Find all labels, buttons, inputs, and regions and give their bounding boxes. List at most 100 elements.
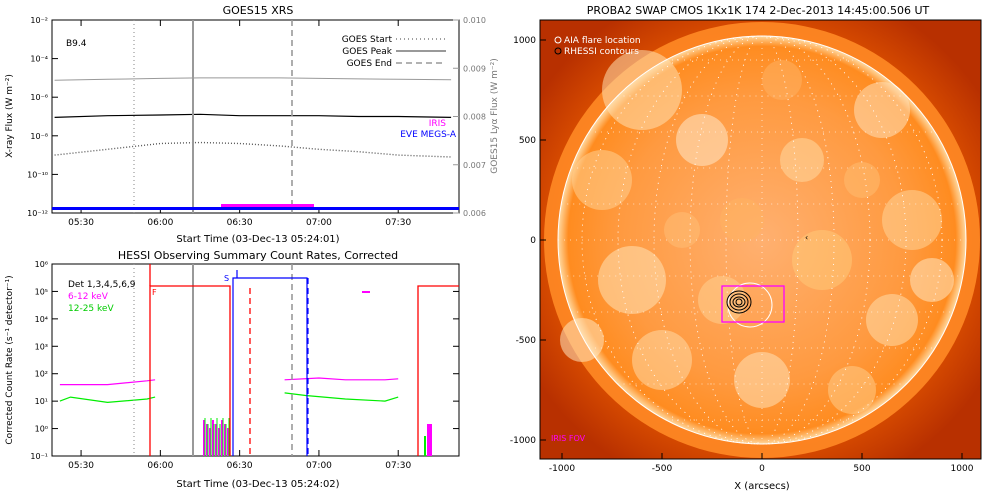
hessi-spike-6-12 bbox=[218, 428, 220, 456]
goes-panel: GOES15 XRS B9.4 10⁻²10⁻⁴10⁻⁶10⁻⁸10⁻¹⁰10⁻… bbox=[5, 4, 500, 245]
goes-axis-ticks: 10⁻² 10⁻⁴ 10⁻⁶ 10⁻⁸ 10⁻¹⁰ 10⁻¹² 0.010 0.009 0.00… bbox=[27, 16, 486, 228]
hessi-series-12-25-kev-segment bbox=[284, 392, 399, 402]
hessi-spike-12-25-late bbox=[424, 436, 426, 456]
hessi-panel: HESSI Observing Summary Count Rates, Cor… bbox=[5, 249, 460, 490]
swap-y-tick-label: 0 bbox=[530, 236, 536, 246]
swap-aia-flare-location bbox=[727, 282, 773, 328]
hessi-spike-6-12 bbox=[203, 420, 205, 456]
hessi-spike-6-12 bbox=[215, 424, 217, 456]
swap-y-tick-label: 1000 bbox=[513, 36, 536, 46]
goes-y-tick-label: 10⁻⁴ bbox=[30, 55, 48, 64]
goes-y-tick-label: 10⁻¹² bbox=[27, 209, 48, 218]
swap-x-tick-label: -500 bbox=[652, 464, 673, 474]
swap-disk-blob bbox=[676, 114, 728, 166]
swap-disk-blob bbox=[734, 352, 790, 408]
swap-rhessi-contours bbox=[726, 290, 752, 314]
swap-grid-meridian bbox=[725, 35, 799, 445]
swap-disk-blob bbox=[572, 150, 632, 210]
hessi-series-12-25-kev-segment bbox=[59, 396, 156, 404]
hessi-night-flag-1 bbox=[149, 285, 231, 456]
hessi-series-6-12-kev-segment bbox=[59, 379, 156, 386]
swap-x-tick-label: 1000 bbox=[951, 464, 974, 474]
goes-legend-end: GOES End bbox=[347, 59, 392, 69]
goes-eve-interval bbox=[52, 207, 459, 210]
goes-iris-label: IRIS bbox=[429, 119, 447, 129]
hessi-y-tick-label: 10⁰ bbox=[35, 425, 48, 434]
swap-x-tick-label: 0 bbox=[759, 464, 765, 474]
goes-iris-interval bbox=[221, 204, 314, 207]
swap-iris-fov bbox=[721, 285, 785, 323]
hessi-iris-mark bbox=[362, 291, 370, 293]
swap-disk-blob bbox=[854, 82, 910, 138]
hessi-y-tick-label: 10⁴ bbox=[35, 315, 48, 324]
swap-grid-meridian bbox=[581, 35, 943, 445]
swap-xlabel: X (arcsecs) bbox=[734, 481, 790, 492]
swap-axis-ticks: -1000 -500 0 500 1000 1000 500 0 -500 -1000 bbox=[510, 36, 974, 474]
goes-ylabel-right: GOES15 Lyα Flux (W m⁻²) bbox=[490, 58, 500, 174]
hessi-y-tick-label: 10³ bbox=[35, 342, 48, 351]
hessi-title: HESSI Observing Summary Count Rates, Cor… bbox=[118, 249, 398, 262]
goes-y-tick-label: 10⁻⁶ bbox=[30, 93, 48, 102]
hessi-x-tick-label: 05:30 bbox=[68, 461, 94, 471]
swap-disk-blob bbox=[910, 258, 954, 302]
swap-disk-blob bbox=[720, 198, 764, 242]
hessi-spike-6-12-late bbox=[427, 424, 432, 456]
swap-legend-rhessi-symbol bbox=[554, 47, 562, 55]
swap-grid-meridian bbox=[653, 35, 871, 445]
hessi-series-6-12-kev-segment bbox=[284, 377, 399, 381]
hessi-y-tick-label: 10² bbox=[35, 370, 48, 379]
goes-right-tick-label: 0.009 bbox=[463, 64, 486, 73]
swap-disk-blob bbox=[866, 294, 918, 346]
goes-eve-label: EVE MEGS-A bbox=[400, 130, 457, 140]
hessi-y-tick-label: 10⁵ bbox=[35, 287, 48, 296]
goes-x-tick-label: 06:00 bbox=[147, 218, 173, 228]
swap-legend-aia-symbol bbox=[554, 36, 562, 44]
goes-y-tick-label: 10⁻² bbox=[30, 16, 48, 25]
goes-legend-start: GOES Start bbox=[342, 35, 393, 45]
hessi-xlabel: Start Time (03-Dec-13 05:24:02) bbox=[176, 479, 339, 490]
swap-mark: ‹ bbox=[805, 233, 808, 242]
swap-disk-blob bbox=[780, 138, 824, 182]
hessi-axis-ticks: 10⁶ 10⁵ 10⁴ 10³ 10² 10¹ 10⁰ 10⁻¹ 05:30 06:00 06:30… bbox=[30, 260, 459, 471]
hessi-x-tick-label: 07:30 bbox=[385, 461, 411, 471]
goes-series-ly- bbox=[54, 77, 452, 81]
swap-disk-blob bbox=[602, 50, 682, 130]
hessi-flag-S: S bbox=[224, 274, 229, 283]
goes-right-tick-label: 0.010 bbox=[463, 16, 486, 25]
hessi-spike-6-12 bbox=[224, 424, 226, 456]
hessi-y-tick-label: 10⁻¹ bbox=[30, 452, 48, 461]
goes-x-tick-label: 07:30 bbox=[385, 218, 411, 228]
goes-title: GOES15 XRS bbox=[223, 4, 294, 17]
swap-disk-blob bbox=[762, 60, 802, 100]
hessi-x-tick-label: 06:00 bbox=[147, 461, 173, 471]
swap-x-tick-label: -1000 bbox=[549, 464, 575, 474]
goes-right-tick-label: 0.007 bbox=[463, 161, 486, 170]
swap-y-tick-label: -500 bbox=[516, 336, 537, 346]
swap-y-tick-label: -1000 bbox=[510, 436, 536, 446]
swap-coordinate-grid bbox=[558, 35, 966, 445]
hessi-night-flag-2 bbox=[417, 285, 459, 456]
swap-disk-blob bbox=[792, 230, 852, 290]
hessi-y-tick-label: 10⁶ bbox=[35, 260, 48, 269]
swap-y-tick-label: 500 bbox=[519, 136, 536, 146]
goes-legend: GOES Start GOES Peak GOES End bbox=[342, 35, 446, 69]
swap-disk-blob bbox=[664, 212, 700, 248]
swap-title: PROBA2 SWAP CMOS 1Kx1K 174 2-Dec-2013 14… bbox=[587, 4, 930, 17]
hessi-spike-6-12 bbox=[206, 424, 208, 456]
hessi-spike-6-12 bbox=[209, 428, 211, 456]
swap-disk-blob bbox=[560, 318, 604, 362]
hessi-series bbox=[59, 377, 432, 456]
swap-disk-blob bbox=[598, 246, 666, 314]
hessi-saa-flag bbox=[232, 270, 308, 456]
hessi-spike-6-12 bbox=[221, 420, 223, 456]
hessi-legend-12-25: 12-25 keV bbox=[68, 304, 114, 314]
hessi-plot-frame bbox=[51, 263, 460, 457]
goes-x-tick-label: 07:00 bbox=[306, 218, 332, 228]
swap-x-tick-label: 500 bbox=[853, 464, 870, 474]
goes-y-tick-label: 10⁻¹⁰ bbox=[27, 170, 48, 179]
goes-series-goes-short bbox=[54, 141, 452, 158]
hessi-legend: Det 1,3,4,5,6,9 6-12 keV 12-25 keV bbox=[68, 280, 136, 314]
hessi-ylabel: Corrected Count Rate (s⁻¹ detector⁻¹) bbox=[5, 275, 15, 444]
goes-right-tick-label: 0.006 bbox=[463, 209, 486, 218]
